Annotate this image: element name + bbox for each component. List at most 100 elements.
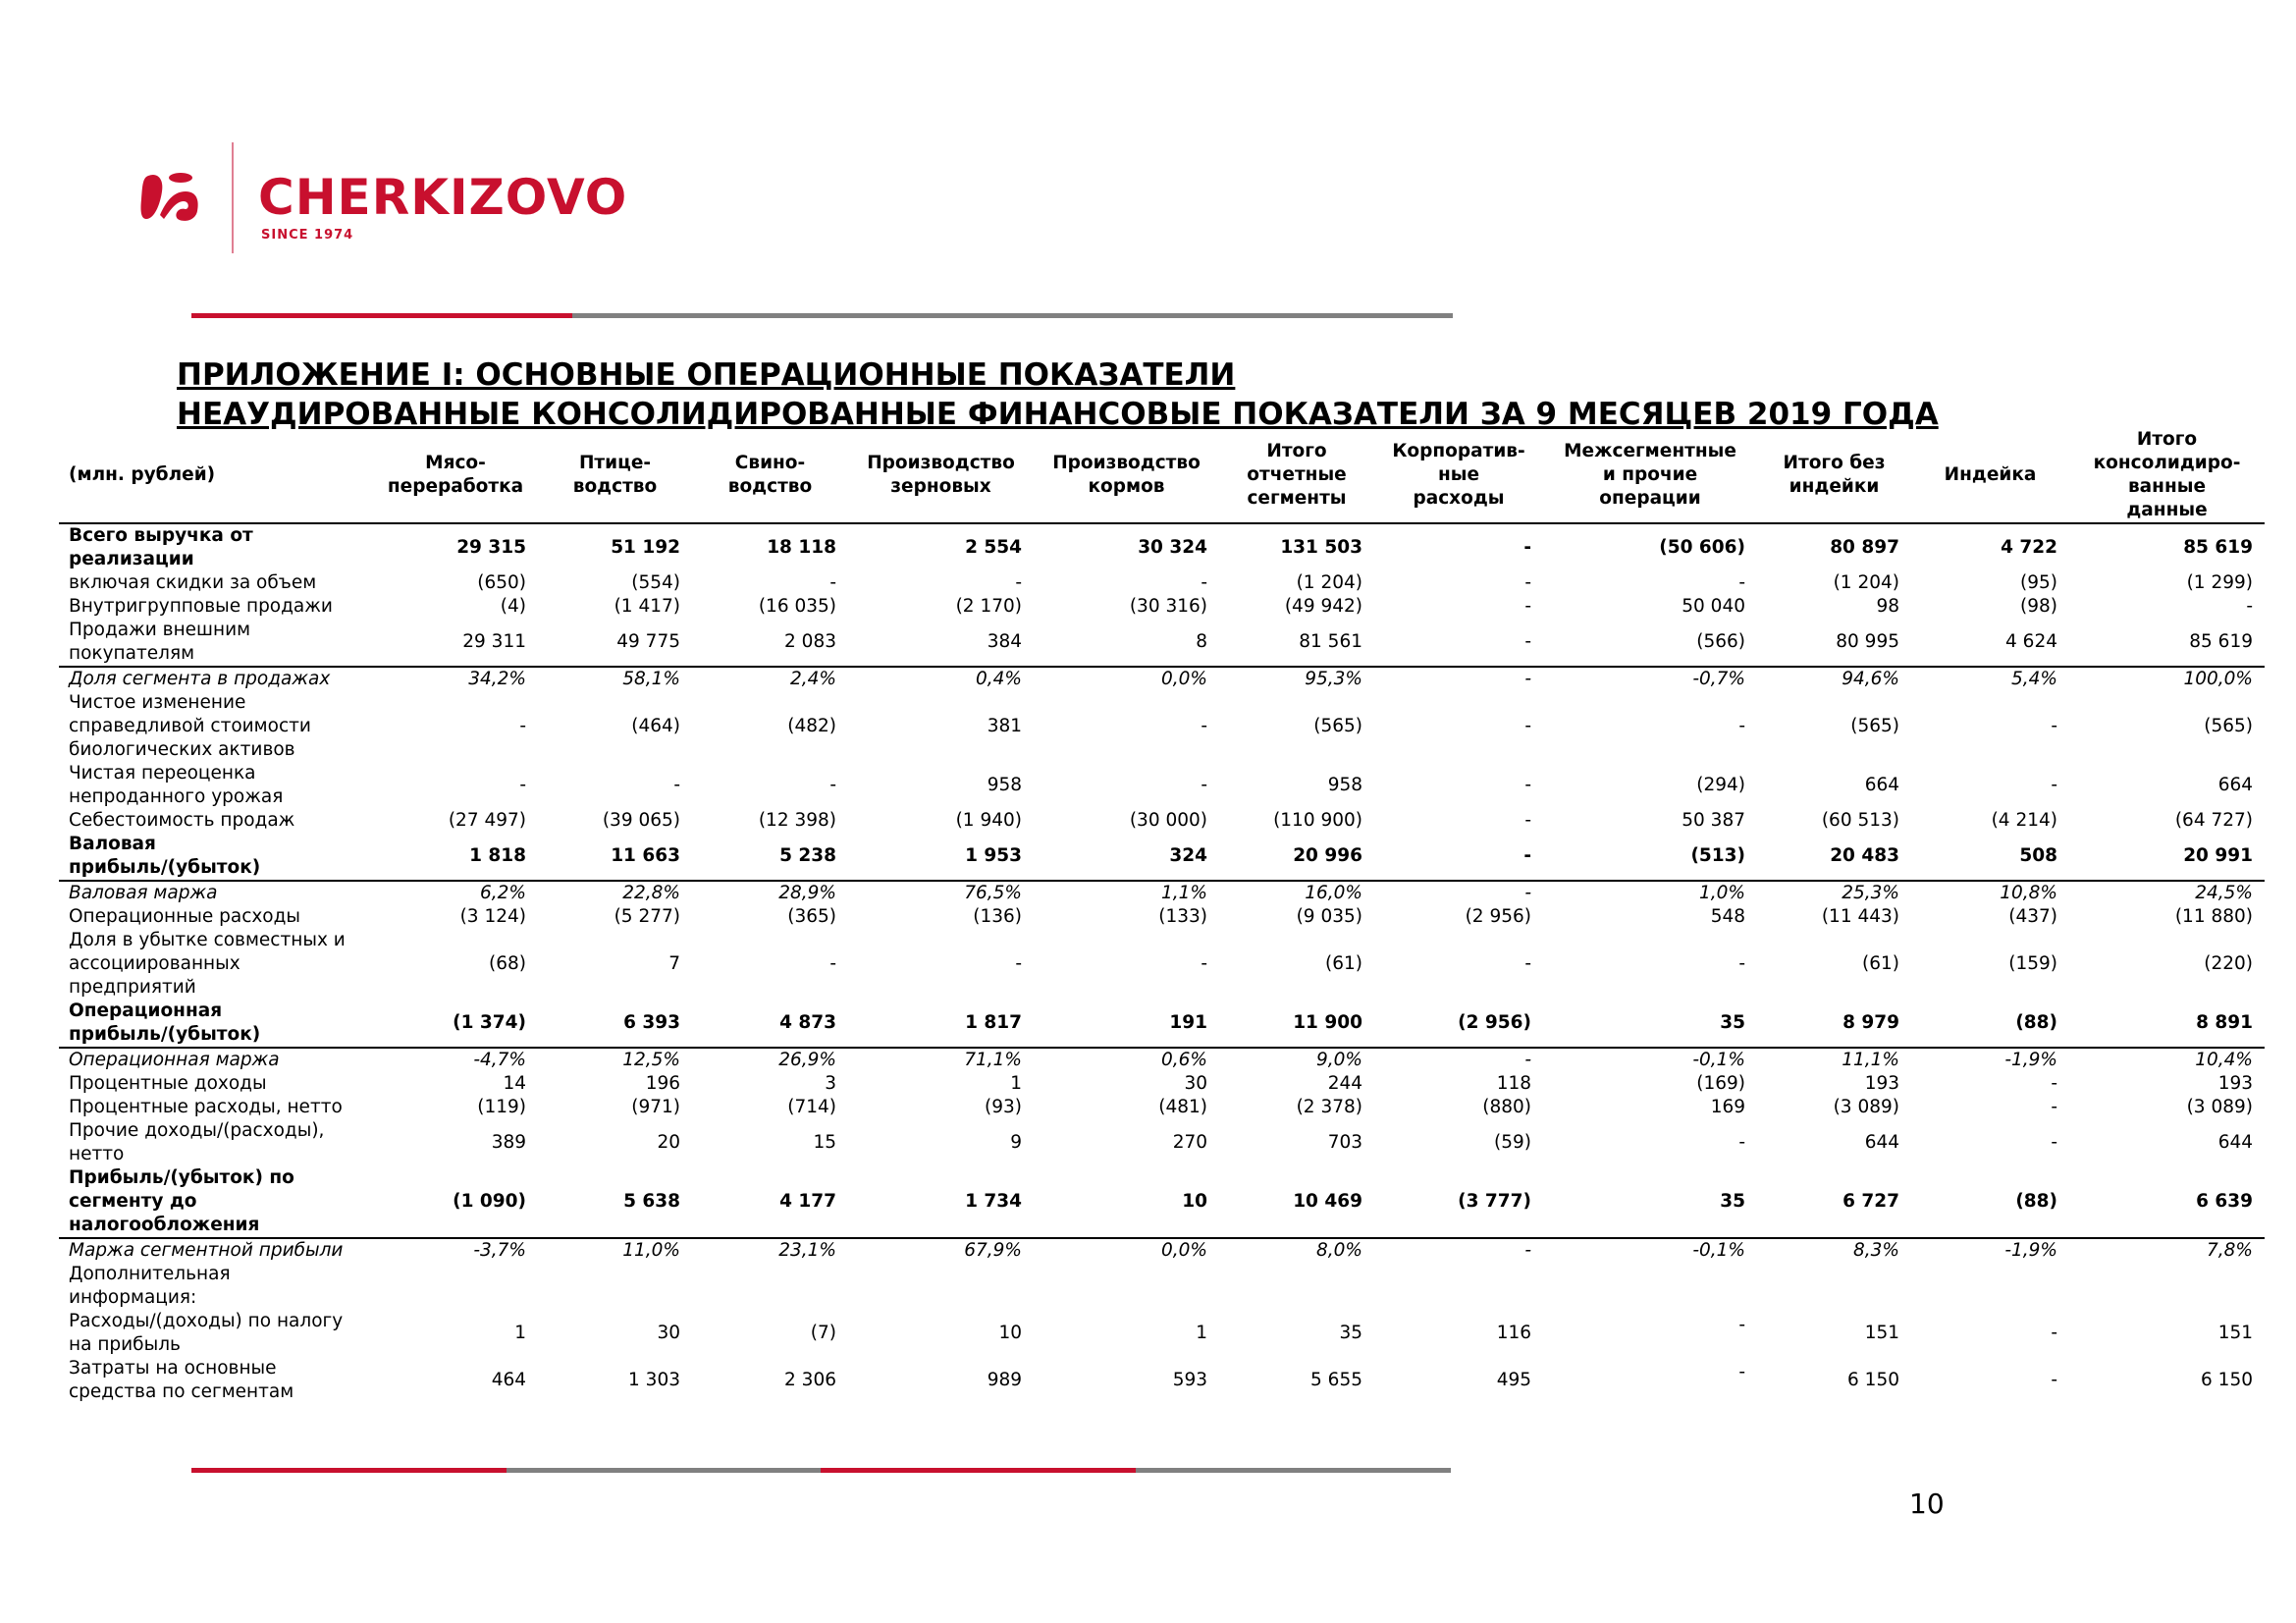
cell-value: 11 663 — [538, 833, 692, 882]
cell-value — [692, 1263, 848, 1310]
cell-value: (11 443) — [1821, 906, 1899, 927]
cell-value: 384 — [848, 619, 1034, 668]
cell-value: 29 315 — [456, 537, 526, 558]
cell-value: 958 — [987, 775, 1022, 795]
cell-value: 118 — [1496, 1073, 1531, 1094]
cell-value: (437) — [2008, 906, 2057, 927]
cell-value: -3,7% — [473, 1240, 526, 1261]
table-row: Операционная прибыль/(убыток) (1 374) 6 39… — [59, 1000, 2265, 1049]
cell-value: (482) — [787, 716, 836, 736]
cell-value: 29 311 — [373, 619, 538, 668]
row-label: Доля в убытке совместных и ассоциированн… — [69, 930, 346, 998]
cell-value — [848, 1263, 1034, 1310]
cell-value: (554) — [631, 572, 680, 593]
table-row: Расходы/(доходы) по налогу на прибыль 1 30… — [59, 1310, 2265, 1357]
cell-value: 169 — [1710, 1097, 1745, 1117]
cell-value: 0,6% — [1161, 1050, 1207, 1070]
cell-value: 23,1% — [778, 1240, 836, 1261]
cell-value: 50 387 — [1682, 810, 1745, 831]
cell-value: -0,1% — [1692, 1050, 1745, 1070]
table-row: Валовая маржа 6,2% 22,8% 28,9% 76,5% 1,1% 16,0… — [59, 881, 2265, 905]
cell-value: 20 996 — [1219, 833, 1374, 882]
column-header: Итого консолидиро- ванные данные — [2069, 428, 2265, 524]
cell-value: (4 214) — [1991, 810, 2057, 831]
cell-value: (481) — [1158, 1097, 1207, 1117]
cell-value: - — [1524, 810, 1531, 831]
top-divider-gray — [572, 313, 1453, 318]
row-label: Чистая переоценка непроданного урожая — [69, 763, 284, 807]
table-row: Себестоимость продаж (27 497) (39 065) (12 … — [59, 809, 2265, 833]
cell-value: (365) — [787, 906, 836, 927]
cell-value: 30 — [1184, 1073, 1207, 1094]
page-number: 10 — [1909, 1488, 1945, 1520]
cell-value: 8 979 — [1757, 1000, 1911, 1049]
cell-value: 4 722 — [2001, 537, 2057, 558]
cell-value: 14 — [503, 1073, 526, 1094]
cell-value: - — [2051, 1370, 2057, 1390]
cell-value: 1 734 — [848, 1166, 1034, 1239]
cell-value: 151 — [1864, 1323, 1899, 1343]
cell-value: 193 — [2217, 1073, 2253, 1094]
cell-value: (714) — [787, 1097, 836, 1117]
cell-value: - — [1201, 572, 1207, 593]
cell-value: 2 554 — [965, 537, 1022, 558]
row-label: включая скидки за объем — [69, 572, 317, 593]
cell-value: 20 483 — [1757, 833, 1911, 882]
cell-value: 8,3% — [1853, 1240, 1899, 1261]
cell-value: 35 — [1339, 1323, 1362, 1343]
table-row: Валовая прибыль/(убыток) 1 818 11 663 5 238… — [59, 833, 2265, 882]
cell-value: (565) — [2204, 716, 2253, 736]
cell-value: (1 417) — [614, 596, 680, 617]
cell-value: 508 — [1911, 833, 2069, 882]
cell-value: (30 000) — [1129, 810, 1207, 831]
row-label: Прибыль/(убыток) по сегменту до налогооб… — [59, 1166, 373, 1239]
cell-value: (565) — [1850, 716, 1899, 736]
table-row: Процентные доходы 14 196 3 1 30 244 118 (169) 193… — [59, 1072, 2265, 1096]
table-row: Внутригрупповые продажи (4) (1 417) (16 035… — [59, 595, 2265, 619]
table-header-row: (млн. рублей) Мясо- переработка Птице- вод… — [59, 428, 2265, 524]
cell-value: 26,9% — [778, 1050, 836, 1070]
table-row: Чистое изменение справедливой стоимости … — [59, 691, 2265, 762]
row-label: Затраты на основные средства по сегмента… — [69, 1358, 294, 1402]
table-row: Продажи внешним покупателям 29 311 49 775 2… — [59, 619, 2265, 668]
cell-value: - — [519, 775, 526, 795]
row-label: Дополнительная информация: — [69, 1264, 231, 1308]
brand-name: CHERKIZOVO — [258, 169, 628, 226]
cell-value: 196 — [645, 1073, 680, 1094]
cell-value: 389 — [491, 1132, 526, 1153]
cell-value: - — [1524, 1050, 1531, 1070]
table-row: Чистая переоценка непроданного урожая - - -… — [59, 762, 2265, 809]
cell-value: (133) — [1158, 906, 1207, 927]
cell-value: (39 065) — [602, 810, 680, 831]
cell-value: 5 638 — [538, 1166, 692, 1239]
cell-value: - — [1738, 1132, 1745, 1153]
cell-value: 151 — [2217, 1323, 2253, 1343]
cell-value — [1757, 1263, 1911, 1310]
cherkizovo-logo-icon — [140, 173, 198, 221]
cell-value: - — [1523, 537, 1531, 558]
page-title: ПРИЛОЖЕНИЕ I: ОСНОВНЫЕ ОПЕРАЦИОННЫЕ ПОКА… — [177, 355, 1939, 434]
cell-value: (59) — [1494, 1132, 1531, 1153]
row-label: Операционная прибыль/(убыток) — [59, 1000, 373, 1049]
cell-value: (61) — [1325, 953, 1362, 974]
cell-value: (3 124) — [459, 906, 526, 927]
column-header: Итого отчетные сегменты — [1219, 428, 1374, 524]
cell-value: 6 150 — [2201, 1370, 2253, 1390]
cell-value: 7 — [668, 953, 680, 974]
cell-value: 11,1% — [1842, 1050, 1899, 1070]
cell-value: (60 513) — [1821, 810, 1899, 831]
cell-value: 0,0% — [1161, 669, 1207, 689]
cell-value: 49 775 — [538, 619, 692, 668]
cell-value: (2 378) — [1296, 1097, 1362, 1117]
cell-value: (136) — [973, 906, 1022, 927]
cell-value: (650) — [477, 572, 526, 593]
table-row: включая скидки за объем (650) (554) - - - (1 2… — [59, 571, 2265, 595]
cell-value: - — [2051, 1073, 2057, 1094]
logo-divider — [232, 142, 234, 253]
cell-value: - — [673, 775, 680, 795]
brand-tagline: SINCE 1974 — [261, 228, 354, 243]
cell-value: 5 655 — [1310, 1370, 1362, 1390]
cell-value: (27 497) — [448, 810, 526, 831]
cell-value: -1,9% — [2004, 1240, 2057, 1261]
row-label: Валовая прибыль/(убыток) — [59, 833, 373, 882]
